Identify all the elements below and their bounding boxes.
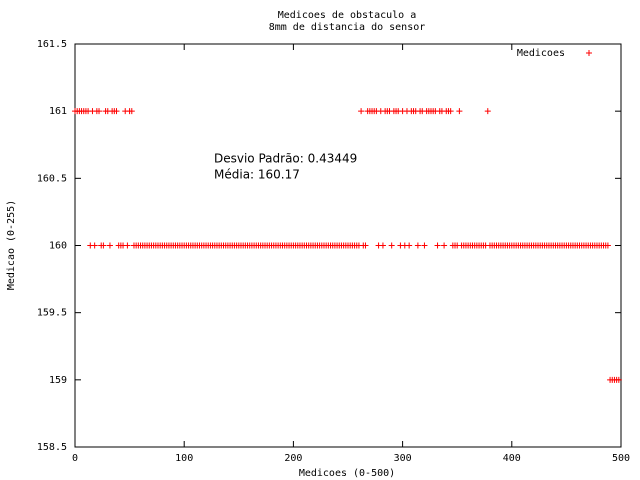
point [456,108,463,115]
point [441,242,448,249]
point [379,242,386,249]
x-axis-label: Medicoes (0-500) [299,468,395,479]
y-tick-label: 160 [49,241,67,252]
y-axis-label: Medicao (0-255) [6,200,17,290]
point [434,242,441,249]
x-tick-label: 300 [394,453,412,464]
y-tick-label: 160.5 [37,173,67,184]
point [362,242,369,249]
y-tick-label: 158.5 [37,442,67,453]
annotation: Média: 160.17 [214,168,300,182]
y-tick-label: 159.5 [37,308,67,319]
point [615,376,622,383]
point [484,108,491,115]
point [124,242,131,249]
point [421,242,428,249]
point [113,108,120,115]
point [100,242,107,249]
point [91,242,98,249]
point [128,108,135,115]
y-tick-label: 161.5 [37,39,67,50]
point [414,242,421,249]
point [96,108,103,115]
x-tick-label: 100 [175,453,193,464]
legend-marker [586,50,592,56]
point [406,242,413,249]
point [106,242,113,249]
x-tick-label: 0 [72,453,78,464]
x-tick-label: 500 [612,453,630,464]
legend-label: Medicoes [517,48,565,59]
x-tick-label: 400 [503,453,521,464]
x-tick-label: 200 [284,453,302,464]
chart-title: Medicoes de obstaculo a [278,10,416,21]
annotation: Desvio Padrão: 0.43449 [214,152,357,166]
point [388,242,395,249]
point [447,108,454,115]
chart-title: 8mm de distancia do sensor [269,22,426,33]
y-tick-label: 159 [49,375,67,386]
point [358,108,365,115]
y-tick-label: 161 [49,106,67,117]
point [604,242,611,249]
